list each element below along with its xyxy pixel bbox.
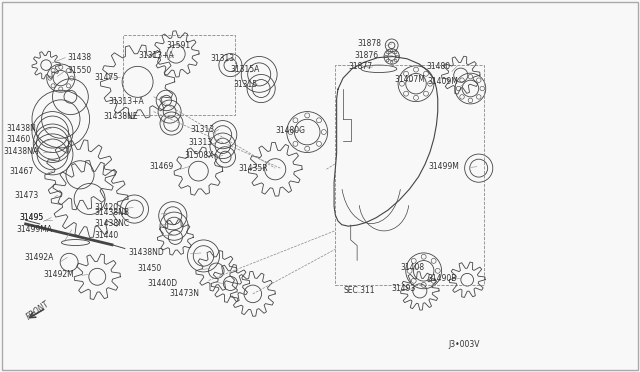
Text: 31490B: 31490B	[428, 274, 457, 283]
Text: 31313: 31313	[189, 138, 213, 147]
Text: FRONT: FRONT	[25, 299, 52, 322]
Text: 31550: 31550	[67, 66, 92, 75]
Text: 31313+A: 31313+A	[138, 51, 174, 60]
Text: 31876: 31876	[355, 51, 379, 60]
Text: 31438NA: 31438NA	[3, 147, 38, 156]
Text: 31508X: 31508X	[184, 151, 214, 160]
Bar	[123, 35, 235, 115]
Text: 31495: 31495	[19, 213, 44, 222]
Text: J3•003V: J3•003V	[449, 340, 480, 349]
Text: 31313: 31313	[191, 125, 215, 134]
Text: 31473N: 31473N	[170, 289, 200, 298]
Text: SEC.311: SEC.311	[343, 286, 374, 295]
Text: 31493: 31493	[392, 284, 416, 293]
Text: 31469: 31469	[150, 162, 174, 171]
Text: 31591: 31591	[166, 41, 191, 50]
Text: 31315A: 31315A	[230, 65, 260, 74]
Text: 31409M: 31409M	[428, 77, 458, 86]
Text: 31878: 31878	[357, 39, 381, 48]
Text: 31408: 31408	[401, 263, 425, 272]
Text: 31475: 31475	[95, 73, 119, 82]
Text: 31313+A: 31313+A	[109, 97, 145, 106]
Text: 31438N: 31438N	[6, 124, 36, 133]
Text: 31495: 31495	[19, 213, 44, 222]
Text: 31460: 31460	[6, 135, 31, 144]
Text: 31450: 31450	[138, 264, 162, 273]
Text: 31315: 31315	[234, 80, 258, 89]
Text: 31492M: 31492M	[44, 270, 74, 279]
Text: 31480: 31480	[426, 62, 451, 71]
Text: 31407M: 31407M	[394, 76, 425, 84]
Text: 31499M: 31499M	[429, 162, 460, 171]
Bar	[335, 65, 484, 285]
Text: 31435R: 31435R	[238, 164, 268, 173]
Text: 31492A: 31492A	[24, 253, 54, 262]
Text: 31877: 31877	[348, 62, 372, 71]
Text: 31467: 31467	[10, 167, 34, 176]
Text: 31473: 31473	[14, 191, 38, 200]
Text: 31438NE: 31438NE	[104, 112, 138, 121]
Text: 31313: 31313	[210, 54, 234, 63]
Text: 31440: 31440	[95, 231, 119, 240]
Text: 31420: 31420	[95, 203, 119, 212]
Text: 31480G: 31480G	[275, 126, 305, 135]
Text: 31438: 31438	[67, 53, 92, 62]
Text: 31438NC: 31438NC	[95, 219, 130, 228]
Text: 31438NB: 31438NB	[95, 208, 130, 217]
Text: 31499MA: 31499MA	[16, 225, 52, 234]
Text: 31440D: 31440D	[147, 279, 177, 288]
Text: 31438ND: 31438ND	[128, 248, 164, 257]
